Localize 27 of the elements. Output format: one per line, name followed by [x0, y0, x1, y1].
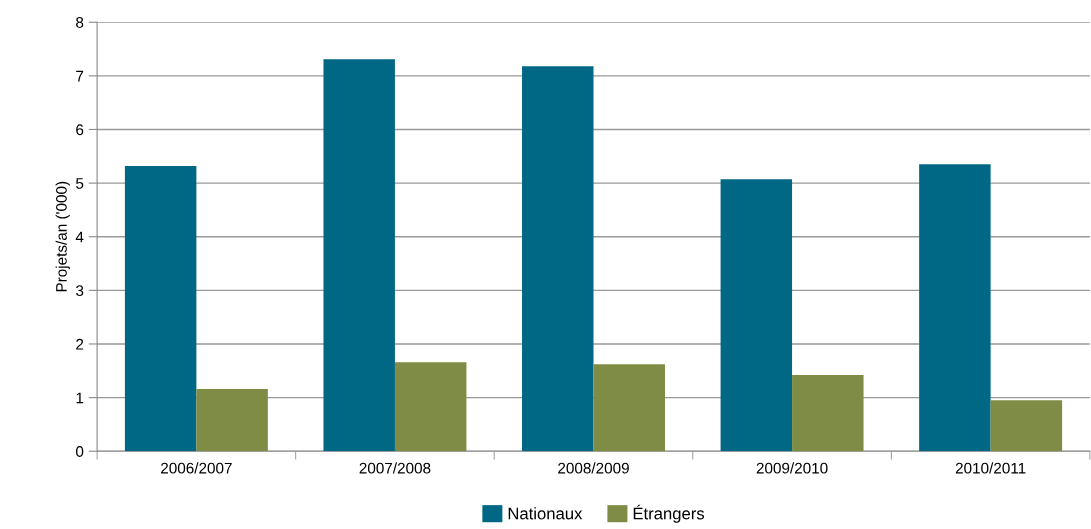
- y-tick-label: 6: [76, 124, 84, 136]
- y-tick-label: 4: [75, 231, 84, 243]
- x-tick-label: 2010/2011: [955, 462, 1026, 474]
- bar: [196, 389, 268, 452]
- x-tick-label: 2009/2010: [756, 462, 828, 474]
- y-tick-label: 3: [75, 285, 84, 297]
- x-tick-label: 2008/2009: [558, 462, 629, 474]
- y-tick-label: 5: [76, 178, 84, 189]
- y-tick-label: 2: [76, 338, 84, 350]
- bar: [522, 66, 594, 452]
- bar: [593, 364, 665, 452]
- bar: [323, 59, 395, 452]
- legend-label: Nationaux: [508, 507, 583, 520]
- y-tick-label: 8: [76, 17, 84, 28]
- bar: [124, 165, 197, 452]
- bar: [720, 179, 793, 452]
- y-tick-label: 1: [76, 392, 84, 404]
- bar: [919, 164, 991, 452]
- bar: [990, 400, 1063, 452]
- x-tick-label: 2007/2008: [359, 462, 431, 474]
- y-tick-label: 7: [76, 70, 84, 82]
- x-tick-label: 2006/2007: [161, 462, 232, 474]
- bar: [394, 362, 467, 452]
- y-axis-title: Projets/an ('000): [55, 181, 70, 292]
- bar: [792, 375, 864, 452]
- legend-label: Étrangers: [633, 504, 705, 523]
- y-tick-label: 0: [76, 446, 84, 457]
